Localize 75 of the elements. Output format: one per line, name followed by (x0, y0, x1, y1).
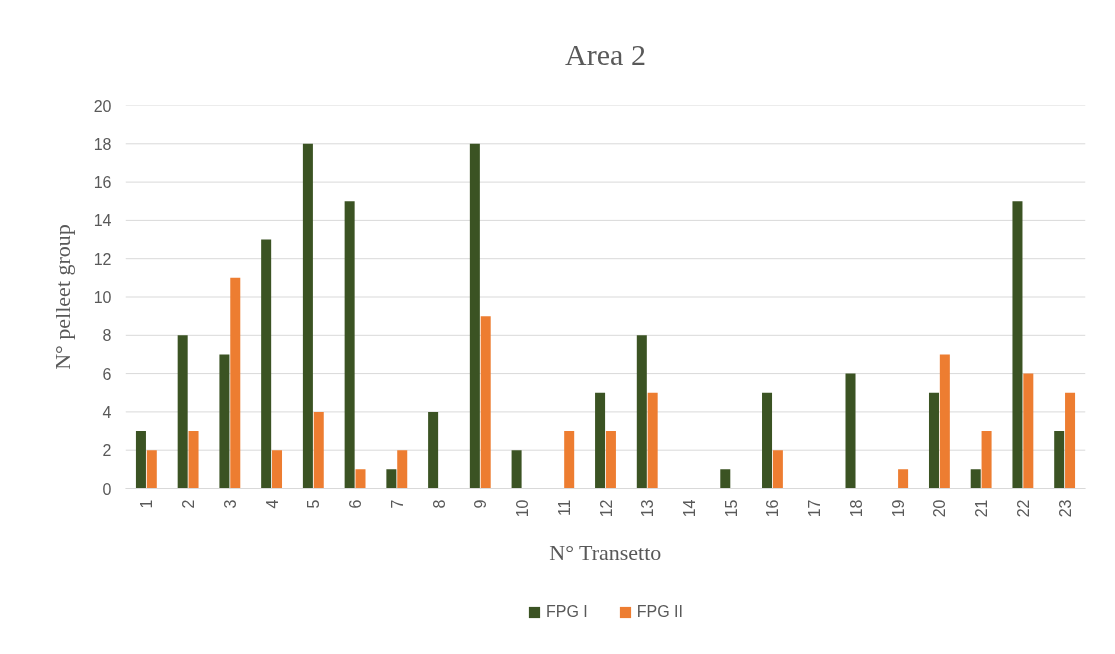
y-tick-label: 8 (102, 327, 112, 345)
bar (261, 239, 272, 489)
x-tick-label: 23 (1056, 499, 1074, 518)
bar (939, 354, 950, 489)
bar (720, 469, 731, 489)
y-tick-label: 18 (93, 135, 112, 153)
x-tick-label: 3 (221, 499, 239, 509)
bar (845, 373, 856, 489)
bar (355, 469, 366, 489)
bar (480, 316, 491, 489)
bar (428, 411, 439, 489)
bar (272, 450, 283, 489)
bar (511, 450, 522, 489)
bar (469, 143, 480, 489)
bar (1012, 201, 1023, 489)
bar (898, 469, 909, 489)
bar (344, 201, 355, 489)
y-tick-label: 20 (93, 97, 112, 115)
bar (636, 335, 647, 489)
y-tick-label: 4 (102, 403, 112, 421)
bar (313, 411, 324, 489)
bar (605, 431, 616, 489)
y-tick-label: 6 (102, 365, 112, 383)
x-tick-label: 12 (597, 499, 615, 518)
x-tick-label: 22 (1014, 499, 1032, 518)
y-tick-label: 0 (102, 480, 112, 498)
x-tick-label: 15 (722, 499, 740, 518)
x-tick-label: 18 (847, 499, 865, 518)
bar (564, 431, 575, 489)
bar (762, 392, 773, 489)
bar (219, 354, 230, 489)
legend-label: FPG II (636, 603, 684, 621)
x-tick-label: 2 (180, 499, 198, 509)
bar (302, 143, 313, 489)
x-tick-label: 20 (931, 499, 949, 518)
bar (981, 431, 992, 489)
bar (146, 450, 157, 489)
bar (928, 392, 939, 489)
x-tick-label: 5 (305, 499, 323, 509)
x-tick-label: 10 (514, 499, 532, 518)
bar (772, 450, 783, 489)
y-tick-label: 2 (102, 442, 112, 460)
bar (177, 335, 188, 489)
y-tick-label: 16 (93, 174, 112, 192)
x-tick-label: 7 (388, 499, 406, 509)
x-tick-label: 16 (764, 499, 782, 518)
bar (647, 392, 658, 489)
bar (397, 450, 408, 489)
bar (386, 469, 397, 489)
x-tick-label: 9 (472, 499, 490, 509)
x-tick-label: 21 (973, 499, 991, 518)
x-tick-label: 17 (806, 499, 824, 518)
x-axis-title: N° Transetto (549, 540, 662, 566)
x-tick-label: 11 (555, 499, 573, 517)
bar (595, 392, 606, 489)
y-tick-label: 14 (93, 212, 112, 230)
x-tick-label: 14 (680, 499, 698, 518)
bar (1065, 392, 1076, 489)
chart-title: Area 2 (565, 37, 646, 71)
y-tick-label: 10 (93, 289, 112, 306)
x-tick-label: 6 (347, 499, 365, 509)
y-axis-title: N° pelleet group (49, 224, 75, 370)
bar (230, 277, 241, 489)
bar (1054, 431, 1065, 489)
x-tick-label: 13 (639, 499, 657, 518)
bar (188, 431, 199, 489)
x-tick-label: 19 (889, 499, 907, 518)
y-tick-label: 12 (93, 250, 112, 268)
bar (970, 469, 981, 489)
x-tick-label: 8 (430, 499, 448, 509)
bar (135, 431, 146, 489)
bar (1023, 373, 1034, 489)
x-tick-label: 4 (263, 499, 281, 509)
x-tick-label: 1 (138, 499, 156, 509)
legend-label: FPG I (545, 603, 588, 621)
